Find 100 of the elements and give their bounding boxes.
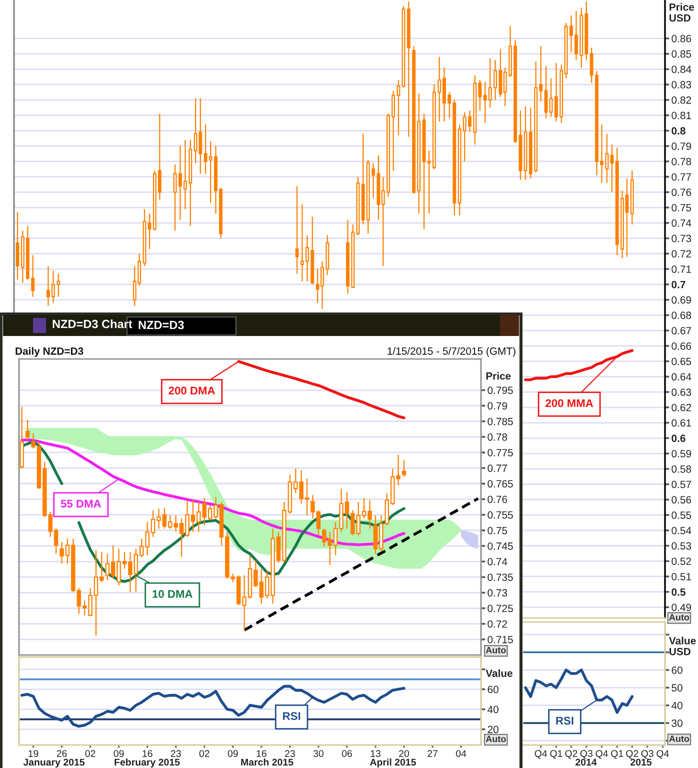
text: March 2015 <box>241 758 294 766</box>
y-tick-label: 50 <box>672 684 682 692</box>
line-series <box>20 438 406 546</box>
x-tick-label: 23 <box>285 750 295 757</box>
x-tick-label: Q1 <box>550 750 562 759</box>
y-tick-label: 0.755 <box>488 511 513 519</box>
y-tick-label: 0.7 <box>672 280 686 288</box>
legend-label: 200 DMA <box>168 386 215 395</box>
candlestick <box>142 208 146 267</box>
y-axis-title: Price <box>486 372 511 380</box>
candlestick <box>544 66 548 119</box>
y-axis-title: Price USD <box>670 3 694 22</box>
x-tick-label: 30 <box>313 750 324 757</box>
y-tick-label: 0.63 <box>672 388 692 396</box>
y-tick-label: 0.65 <box>672 358 692 366</box>
y-tick-label: 0.5 <box>672 588 686 596</box>
text: Auto <box>669 736 690 742</box>
y-tick-label: 0.78 <box>672 158 692 166</box>
x-tick-label: Q4 <box>596 750 608 759</box>
y-tick-label: 0.57 <box>672 480 691 488</box>
y-tick-label: 40 <box>671 702 682 710</box>
y-tick-label: 0.75 <box>488 526 508 534</box>
y-tick-label: 0.765 <box>488 480 513 488</box>
y-tick-label: 0.77 <box>488 464 507 472</box>
y-tick-label: 0.785 <box>488 418 513 426</box>
x-tick-label: 09 <box>228 750 238 757</box>
y-tick-label: 0.74 <box>488 558 508 566</box>
y-tick-label: 0.59 <box>672 450 692 458</box>
candlestick <box>549 78 553 118</box>
y-tick-label: 0.78 <box>488 433 508 441</box>
chart-title: Daily NZD=D3 <box>16 347 84 357</box>
y-tick-label: 0.68 <box>672 312 692 320</box>
y-tick-label: 0.55 <box>672 512 692 519</box>
y-tick-label: 0.61 <box>672 419 692 427</box>
candlestick <box>518 110 522 180</box>
candlestick <box>396 79 400 136</box>
y-tick-label: 0.51 <box>672 572 692 580</box>
x-tick-label: Q3 <box>580 750 592 759</box>
y-tick-label: 0.795 <box>488 386 513 394</box>
text: RSI <box>556 716 574 725</box>
y-axis-title: Value <box>486 669 512 677</box>
text: Auto <box>669 614 690 620</box>
y-tick-label: 0.83 <box>672 81 692 88</box>
x-tick-label: Q2 <box>565 750 578 759</box>
x-tick-label: 04 <box>456 750 466 757</box>
x-tick-label: 09 <box>114 750 124 757</box>
y-tick-label: 0.81 <box>672 112 692 120</box>
series-label: 200 MMA <box>546 399 594 408</box>
x-tick-label: 02 <box>199 750 210 757</box>
candlestick <box>524 106 528 180</box>
text: 2015 <box>630 758 652 766</box>
y-tick-label: 0.8 <box>672 127 686 135</box>
y-tick-label: 20 <box>488 726 498 734</box>
y-tick-label: 0.82 <box>672 96 691 104</box>
y-tick-label: 0.53 <box>672 542 692 550</box>
x-tick-label: 13 <box>370 750 380 757</box>
y-tick-label: 40 <box>487 706 498 714</box>
x-tick-label: 26 <box>56 750 67 757</box>
x-tick-label: Q3 <box>641 750 654 759</box>
y-tick-label: 0.52 <box>672 558 691 565</box>
candlestick <box>25 419 30 441</box>
y-tick-label: 0.71 <box>672 266 692 273</box>
candlestick <box>16 212 20 280</box>
y-tick-label: 0.73 <box>488 589 508 597</box>
y-tick-label: 0.74 <box>672 219 692 227</box>
x-tick-label: Q4 <box>656 750 669 759</box>
y-tick-label: 60 <box>672 666 682 674</box>
legend-label: RSI <box>283 712 300 720</box>
legend-label: 10 DMA <box>152 590 192 598</box>
y-tick-label: 30 <box>672 720 682 727</box>
y-tick-label: 0.85 <box>672 50 692 58</box>
y-tick-label: 0.72 <box>672 250 691 258</box>
y-tick-label: 0.54 <box>672 526 692 534</box>
x-tick-label: 19 <box>28 750 38 757</box>
line-series <box>242 497 480 632</box>
y-tick-label: 0.62 <box>672 404 691 412</box>
y-tick-label: 0.745 <box>488 542 513 550</box>
y-tick-label: 0.735 <box>488 574 513 581</box>
y-tick-label: 0.79 <box>488 402 508 410</box>
y-tick-label: 0.86 <box>672 34 692 42</box>
y-tick-label: 0.67 <box>672 327 691 334</box>
y-tick-label: 0.66 <box>672 342 692 350</box>
candlestick <box>630 170 634 226</box>
y-tick-label: 0.75 <box>672 204 692 212</box>
annotation: NZD=D3 <box>138 320 184 330</box>
chart-subtitle: 1/15/2015 - 5/7/2015 (GMT) <box>388 347 516 357</box>
y-tick-label: 0.77 <box>672 173 691 181</box>
x-tick-label: 06 <box>342 750 352 757</box>
legend-label: 55 DMA <box>60 500 101 508</box>
x-tick-label: 16 <box>256 750 266 757</box>
annotation: NZD=D3 Chart <box>52 319 132 328</box>
y-tick-label: 0.56 <box>672 496 692 504</box>
y-tick-label: 0.76 <box>672 188 692 196</box>
x-tick-label: 02 <box>85 750 96 757</box>
y-tick-label: 0.58 <box>672 465 692 473</box>
y-tick-label: 0.79 <box>672 142 692 150</box>
line-series <box>20 684 406 728</box>
y-tick-label: 0.49 <box>672 604 692 612</box>
y-tick-label: 0.73 <box>672 234 692 242</box>
y-tick-label: 0.725 <box>488 604 513 612</box>
